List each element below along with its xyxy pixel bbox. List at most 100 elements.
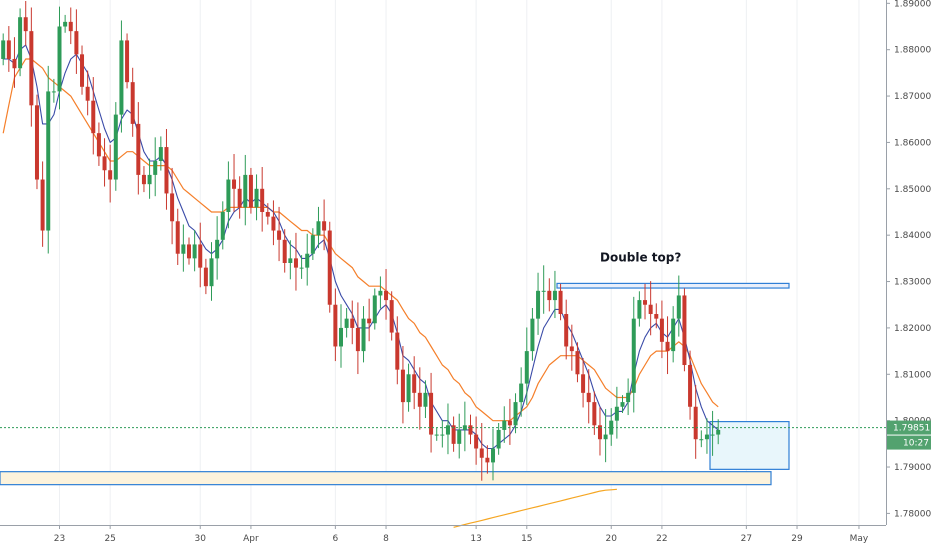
candle-body-73 xyxy=(412,374,417,393)
candle-body-88 xyxy=(496,429,501,449)
candle-body-23 xyxy=(130,82,135,124)
candle-body-17 xyxy=(96,133,101,157)
y-tick-label-4: 1.82000 xyxy=(894,324,931,334)
price-axis[interactable]: 1.780001.790001.800001.810001.820001.830… xyxy=(886,0,931,525)
candle-body-107 xyxy=(603,434,608,440)
candle-body-35 xyxy=(198,244,203,268)
candle-body-78 xyxy=(440,434,445,436)
candle-body-40 xyxy=(226,179,231,212)
candle-body-4 xyxy=(23,17,28,32)
candle-body-97 xyxy=(547,290,552,301)
candle-body-20 xyxy=(113,114,118,180)
last-price-badge xyxy=(887,420,931,435)
candle-body-99 xyxy=(558,290,563,315)
candle-body-116 xyxy=(654,314,659,319)
candle-body-38 xyxy=(215,239,220,259)
candle-body-123 xyxy=(693,406,698,440)
candle-body-31 xyxy=(175,221,180,254)
candle-body-32 xyxy=(181,244,186,254)
time-axis[interactable]: 23 25 30 Apr 6 8 13 15 20 22 27 29 May xyxy=(0,525,886,544)
candle-body-19 xyxy=(108,170,113,180)
candle-body-69 xyxy=(389,300,394,333)
candle-body-43 xyxy=(243,174,248,208)
candle-body-28 xyxy=(158,147,163,161)
candle-body-54 xyxy=(305,253,310,268)
candle-body-81 xyxy=(457,429,462,444)
candle-body-106 xyxy=(597,425,602,440)
candle-body-41 xyxy=(232,179,237,189)
candle-body-50 xyxy=(282,239,287,263)
candle-body-113 xyxy=(637,300,642,319)
candle-body-74 xyxy=(417,392,422,407)
candle-body-89 xyxy=(502,420,507,430)
candle-body-93 xyxy=(524,351,529,384)
y-tick-label-1: 1.79000 xyxy=(894,463,931,473)
candle-body-127 xyxy=(716,429,721,435)
y-tick-label-11: 1.89000 xyxy=(894,0,931,9)
candle-body-11 xyxy=(63,21,68,27)
candle-body-39 xyxy=(220,211,225,240)
candle-body-5 xyxy=(29,31,34,106)
y-tick-label-7: 1.85000 xyxy=(894,185,931,195)
candlesticks xyxy=(1,1,721,481)
candle-body-98 xyxy=(552,290,557,301)
candle-body-90 xyxy=(507,420,512,426)
candle-body-49 xyxy=(277,230,282,240)
candle-body-76 xyxy=(429,392,434,435)
candle-body-125 xyxy=(704,434,709,440)
ma-line-1 xyxy=(3,44,719,450)
candle-body-27 xyxy=(153,160,158,175)
x-tick-label-3: Apr xyxy=(243,534,259,544)
candle-body-29 xyxy=(164,147,169,194)
y-tick-label-10: 1.88000 xyxy=(894,46,931,56)
candle-body-34 xyxy=(192,244,197,259)
x-tick-label-6: 13 xyxy=(470,534,481,544)
y-tick-label-9: 1.87000 xyxy=(894,92,931,102)
annotation-double-top: Double top? xyxy=(600,251,681,265)
candle-body-30 xyxy=(170,193,175,222)
candle-body-60 xyxy=(339,327,343,347)
candle-body-45 xyxy=(254,188,259,208)
candle-body-55 xyxy=(310,235,315,254)
candle-body-67 xyxy=(378,290,383,296)
candle-body-53 xyxy=(299,267,304,269)
candle-body-7 xyxy=(40,179,45,231)
candle-body-22 xyxy=(125,40,130,83)
candle-body-120 xyxy=(676,295,681,319)
candle-body-47 xyxy=(265,211,270,217)
candle-body-51 xyxy=(288,258,293,263)
candle-body-86 xyxy=(485,457,490,463)
candle-body-10 xyxy=(57,26,62,92)
x-tick-label-4: 6 xyxy=(333,534,339,544)
candle-body-108 xyxy=(609,420,614,435)
x-tick-label-0: 23 xyxy=(54,534,65,544)
x-tick-label-2: 30 xyxy=(195,534,207,544)
candle-body-21 xyxy=(119,40,124,115)
candle-body-119 xyxy=(671,318,676,352)
x-tick-label-12: May xyxy=(850,534,869,544)
candle-body-102 xyxy=(575,351,580,375)
candle-body-110 xyxy=(620,402,625,407)
candle-body-100 xyxy=(564,314,569,347)
candle-body-24 xyxy=(136,123,141,175)
candle-body-1 xyxy=(6,40,11,59)
candle-body-59 xyxy=(333,304,338,347)
candle-body-126 xyxy=(710,434,715,436)
candle-body-112 xyxy=(631,318,636,393)
candle-body-2 xyxy=(12,58,17,69)
candle-body-80 xyxy=(451,425,456,444)
candle-body-72 xyxy=(406,374,411,403)
ma-line-2 xyxy=(453,488,617,528)
candle-body-109 xyxy=(614,406,619,421)
candle-body-14 xyxy=(80,54,85,87)
candle-body-0 xyxy=(1,40,6,59)
candle-body-68 xyxy=(384,290,389,301)
candle-body-63 xyxy=(355,327,360,352)
support-zone xyxy=(0,471,772,486)
candle-body-103 xyxy=(581,374,586,393)
candle-body-111 xyxy=(626,392,631,403)
candle-body-95 xyxy=(536,290,541,319)
candle-body-12 xyxy=(68,21,73,32)
candle-body-42 xyxy=(237,188,242,208)
